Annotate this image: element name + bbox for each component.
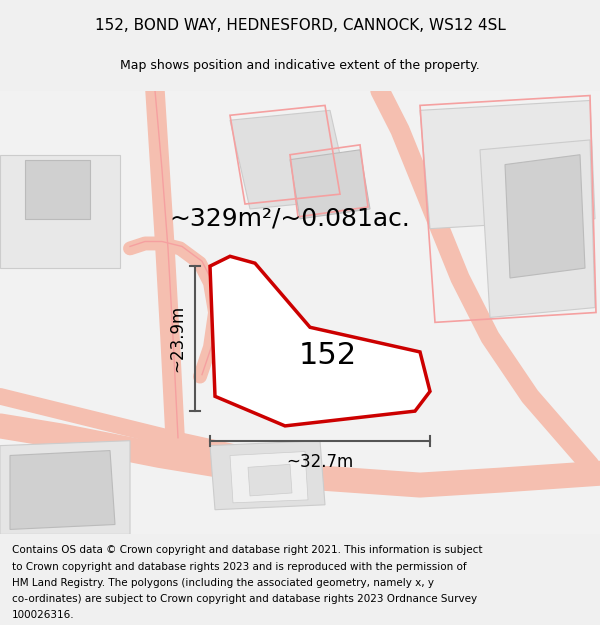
Text: HM Land Registry. The polygons (including the associated geometry, namely x, y: HM Land Registry. The polygons (includin… [12,578,434,588]
Polygon shape [505,155,585,278]
Text: 152: 152 [299,341,357,370]
Polygon shape [25,159,90,219]
Text: 100026316.: 100026316. [12,611,74,621]
Text: ~23.9m: ~23.9m [168,305,186,372]
Polygon shape [230,111,350,209]
Text: to Crown copyright and database rights 2023 and is reproduced with the permissio: to Crown copyright and database rights 2… [12,561,467,571]
Text: Contains OS data © Crown copyright and database right 2021. This information is : Contains OS data © Crown copyright and d… [12,545,482,555]
Polygon shape [480,140,595,318]
Polygon shape [210,256,430,426]
Text: 152, BOND WAY, HEDNESFORD, CANNOCK, WS12 4SL: 152, BOND WAY, HEDNESFORD, CANNOCK, WS12… [95,18,505,33]
Text: co-ordinates) are subject to Crown copyright and database rights 2023 Ordnance S: co-ordinates) are subject to Crown copyr… [12,594,477,604]
Text: ~329m²/~0.081ac.: ~329m²/~0.081ac. [170,207,410,231]
Polygon shape [230,451,308,503]
Text: ~32.7m: ~32.7m [286,453,353,471]
Polygon shape [0,155,120,268]
Polygon shape [290,150,370,219]
Polygon shape [10,451,115,529]
Polygon shape [420,101,595,229]
Polygon shape [248,464,292,496]
Polygon shape [210,441,325,510]
Polygon shape [0,441,130,534]
Text: Map shows position and indicative extent of the property.: Map shows position and indicative extent… [120,59,480,72]
